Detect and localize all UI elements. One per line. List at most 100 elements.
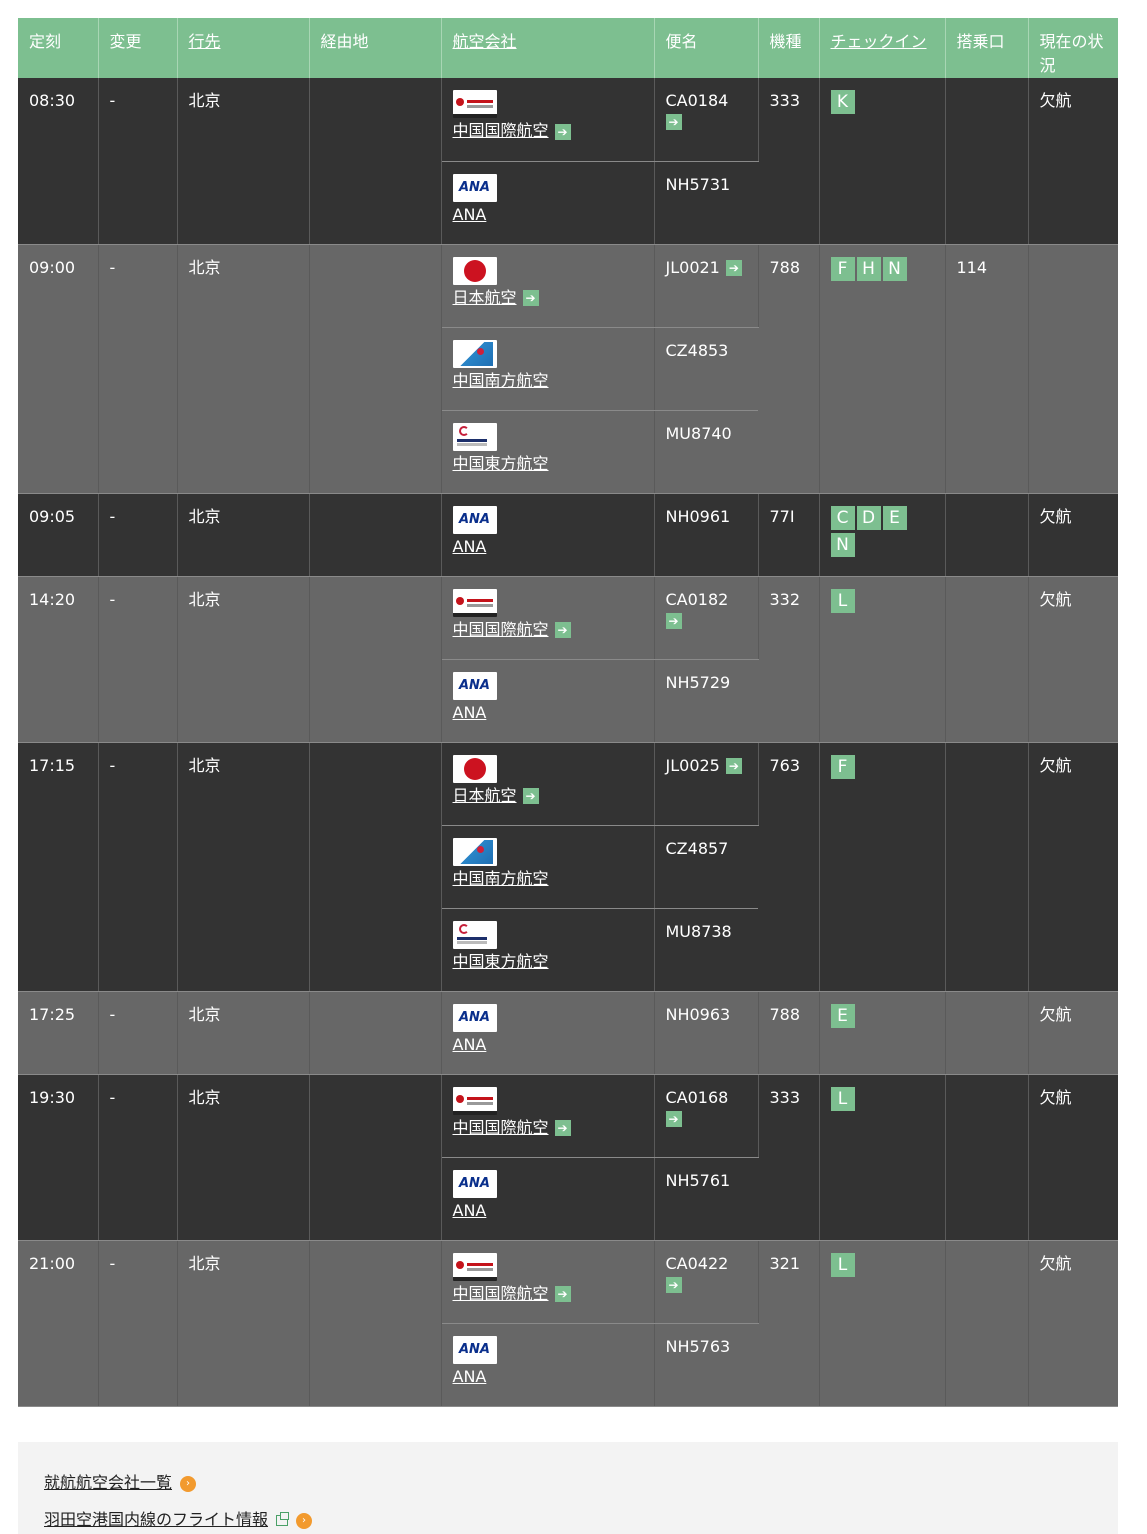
aircraft-type: 763: [758, 742, 820, 992]
via: [309, 244, 442, 494]
col-airline[interactable]: 航空会社: [441, 18, 655, 78]
checkin-counter-badge[interactable]: L: [830, 1252, 855, 1277]
destination: 北京: [177, 991, 310, 1075]
airline-link[interactable]: 中国南方航空: [452, 868, 549, 888]
col-checkin[interactable]: チェックイン: [819, 18, 946, 78]
checkin-counter-badge[interactable]: D: [856, 505, 881, 530]
flight-number: MU8740: [654, 410, 758, 494]
airline-link[interactable]: ANA: [452, 1034, 487, 1054]
flight-number-text: NH0961: [665, 506, 731, 526]
flight-status: 欠航: [1028, 493, 1118, 577]
airline-link[interactable]: 中国国際航空: [452, 1117, 549, 1137]
arrow-right-icon[interactable]: ➔: [725, 758, 742, 774]
scheduled-time-text: 17:25: [29, 1004, 76, 1024]
flight-status-text: 欠航: [1039, 589, 1072, 609]
airline-cell: ANA ANA: [441, 991, 655, 1075]
airline-link[interactable]: ANA: [452, 1200, 487, 1220]
airline-cell: ANA ANA: [441, 1323, 655, 1407]
flight-number-text: MU8740: [665, 423, 732, 443]
arrow-right-icon[interactable]: ➔: [554, 123, 571, 140]
airline-link[interactable]: 中国東方航空: [452, 453, 549, 473]
aircraft-type-text: 333: [769, 1087, 801, 1107]
arrow-right-icon[interactable]: ➔: [725, 260, 742, 276]
flight-status: 欠航: [1028, 78, 1118, 245]
airline-cell: ANA ANA: [441, 1157, 655, 1241]
checkin-counter-badge[interactable]: F: [830, 256, 855, 281]
airline-link[interactable]: 中国南方航空: [452, 370, 549, 390]
col-via: 経由地: [309, 18, 442, 78]
flight-row: 17:25 - 北京 ANA ANA NH0963 788 E 欠航: [18, 991, 1118, 1075]
flight-status-text: 欠航: [1039, 91, 1072, 110]
airline-list-link[interactable]: 就航航空会社一覧 ›: [44, 1469, 197, 1493]
checkin-counter-badge[interactable]: E: [830, 1003, 855, 1028]
checkin-counter-badge[interactable]: F: [830, 754, 855, 779]
destination-text: 北京: [188, 1087, 221, 1107]
checkin-counter-badge[interactable]: K: [830, 90, 855, 114]
flight-number: NH0961: [654, 493, 759, 577]
flight-row: ANA ANA NH5761: [18, 1157, 1118, 1241]
aircraft-type: 788: [758, 244, 820, 494]
boarding-gate: [945, 576, 1029, 743]
airline-cell: 日本航空 ➔: [441, 742, 655, 826]
scheduled-time-text: 17:15: [29, 755, 76, 775]
checkin-counter-badge[interactable]: L: [830, 588, 855, 613]
col-aircraft: 機種: [758, 18, 820, 78]
checkin-counter-badge[interactable]: L: [830, 1086, 855, 1111]
checkin-counters: L: [819, 1074, 946, 1241]
flight-row: ANA ANA NH5731: [18, 161, 1118, 245]
airline-link[interactable]: 中国国際航空: [452, 1283, 549, 1303]
airline-cell: 中国国際航空 ➔: [441, 1074, 655, 1158]
aircraft-type: 332: [758, 576, 820, 743]
via: [309, 1074, 442, 1241]
arrow-right-icon[interactable]: ➔: [665, 1276, 682, 1293]
checkin-counter-badge[interactable]: E: [882, 505, 907, 530]
checkin-counter-badge[interactable]: N: [830, 532, 855, 557]
haneda-domestic-link[interactable]: 羽田空港国内線のフライト情報 ›: [44, 1506, 313, 1530]
scheduled-time-text: 08:30: [29, 91, 76, 110]
scheduled-time: 09:00: [18, 244, 99, 494]
airline-link[interactable]: 日本航空: [452, 785, 517, 805]
change: -: [98, 244, 178, 494]
airline-link[interactable]: 日本航空: [452, 287, 517, 307]
airline-cell: 中国国際航空 ➔: [441, 576, 655, 660]
flight-status: 欠航: [1028, 742, 1118, 992]
arrow-right-icon[interactable]: ➔: [665, 1110, 682, 1127]
airline-link[interactable]: ANA: [452, 204, 487, 224]
arrow-right-icon[interactable]: ➔: [522, 290, 539, 306]
aircraft-type-text: 788: [769, 1004, 801, 1024]
airline-link[interactable]: ANA: [452, 536, 487, 556]
checkin-counter-badge[interactable]: C: [830, 505, 855, 530]
flight-status-text: 欠航: [1039, 1087, 1072, 1107]
airline-link[interactable]: 中国国際航空: [452, 121, 549, 140]
scheduled-time-text: 21:00: [29, 1253, 76, 1273]
airline-cell: 中国南方航空: [441, 327, 655, 411]
airline-link[interactable]: ANA: [452, 702, 487, 722]
airline-link[interactable]: ANA: [452, 1366, 487, 1386]
checkin-counter-badge[interactable]: N: [882, 256, 907, 281]
airline-link[interactable]: 中国国際航空: [452, 619, 549, 639]
airline-link[interactable]: 中国東方航空: [452, 951, 549, 971]
col-gate: 搭乗口: [945, 18, 1029, 78]
arrow-right-icon[interactable]: ➔: [554, 1286, 571, 1302]
aircraft-type-text: 788: [769, 257, 801, 277]
flight-status: 欠航: [1028, 1074, 1118, 1241]
arrow-right-icon[interactable]: ➔: [665, 114, 682, 130]
flight-number-text: CZ4853: [665, 340, 729, 360]
arrow-right-icon[interactable]: ➔: [665, 612, 682, 629]
boarding-gate: [945, 1240, 1029, 1407]
flight-number-text: CA0182: [665, 589, 729, 609]
destination: 北京: [177, 244, 310, 494]
arrow-right-icon[interactable]: ➔: [522, 788, 539, 804]
arrow-right-icon[interactable]: ➔: [554, 1120, 571, 1136]
arrow-right-icon[interactable]: ➔: [554, 622, 571, 638]
checkin-counters: F: [819, 742, 946, 992]
aircraft-type-text: 332: [769, 589, 801, 609]
aircraft-type: 321: [758, 1240, 820, 1407]
flight-number-text: NH5729: [665, 672, 731, 692]
checkin-counter-badge[interactable]: H: [856, 256, 881, 281]
scheduled-time: 09:05: [18, 493, 99, 577]
col-destination[interactable]: 行先: [177, 18, 310, 78]
ca-logo: [452, 588, 497, 617]
change: -: [98, 1074, 178, 1241]
